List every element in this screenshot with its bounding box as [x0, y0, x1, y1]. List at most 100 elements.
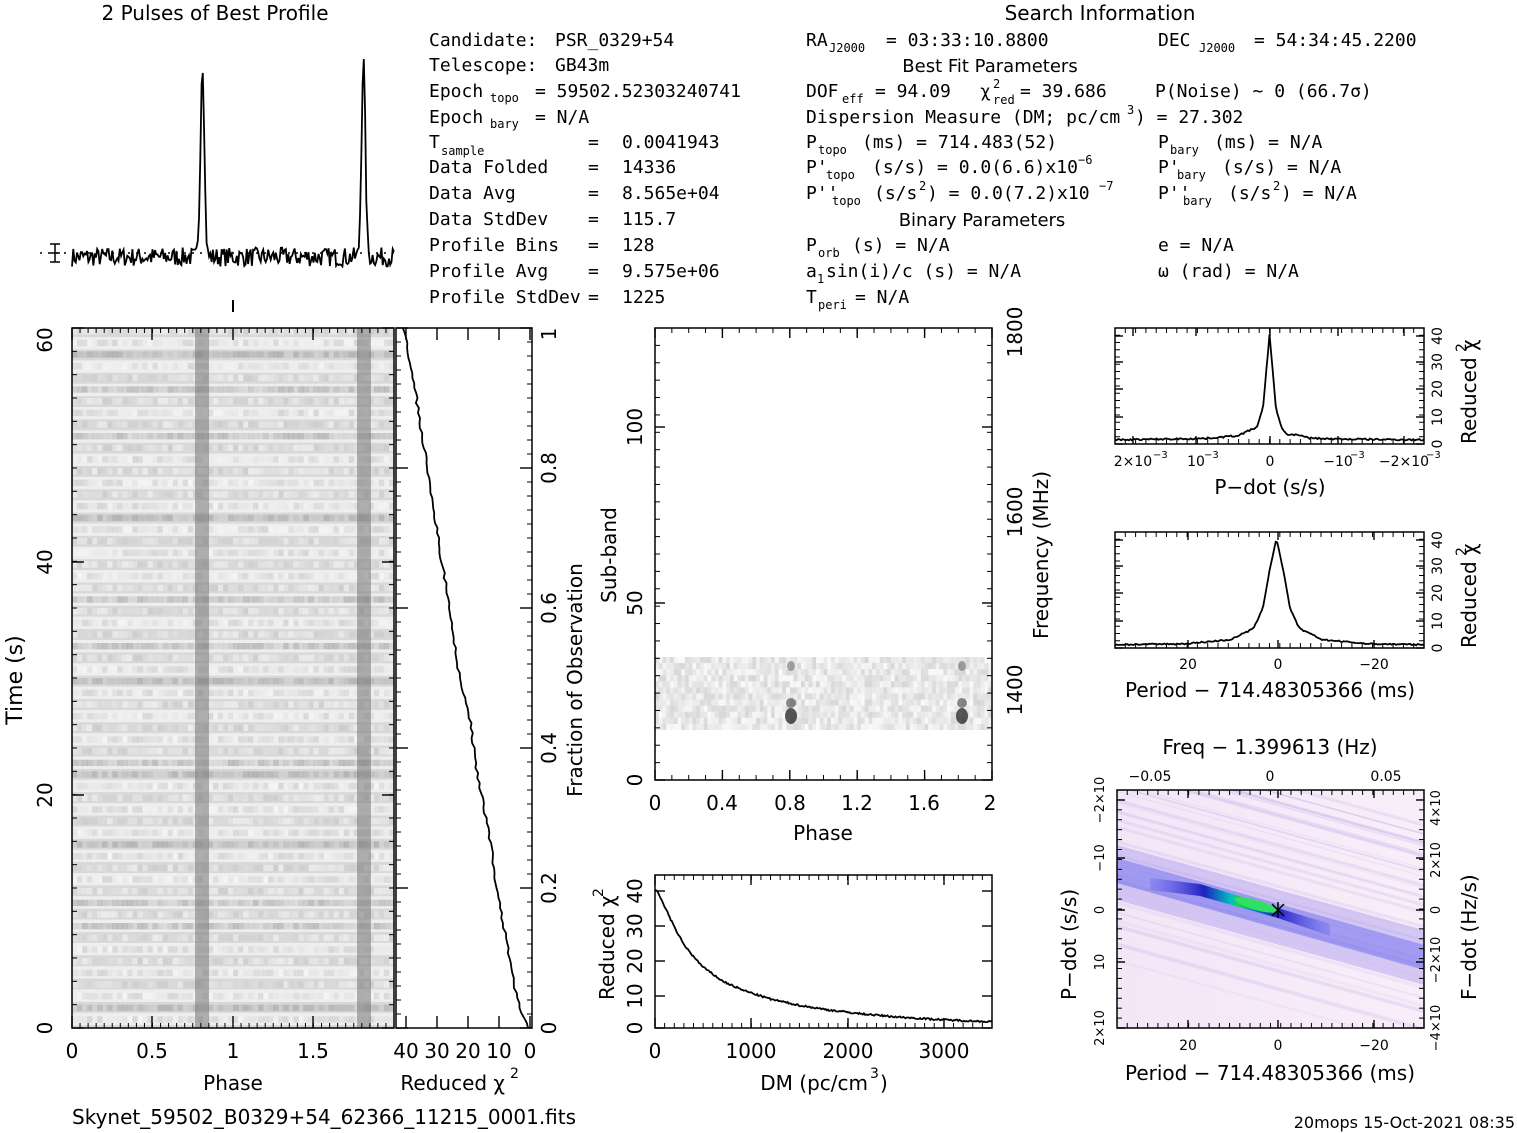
subband-cell: [980, 663, 985, 670]
time-phase-cell: [97, 958, 103, 965]
subband-cell: [898, 693, 903, 700]
time-phase-cell: [378, 794, 385, 802]
time-phase-cell: [112, 503, 118, 510]
time-phase-cell: [152, 689, 159, 697]
time-phase-cell: [77, 888, 83, 895]
time-phase-cell: [177, 993, 184, 1000]
time-phase-cell: [389, 643, 395, 650]
time-phase-cell: [248, 934, 254, 942]
time-phase-rows: [72, 328, 395, 1023]
time-phase-cell: [182, 573, 189, 580]
time-phase-cell: [328, 503, 335, 510]
time-phase-cell: [288, 561, 294, 568]
subband-cell: [797, 675, 802, 682]
time-phase-cell: [187, 806, 194, 813]
time-phase-cell: [217, 993, 224, 1000]
time-phase-cell: [122, 934, 128, 942]
time-phase-cell: [258, 538, 264, 545]
time-phase-cell: [147, 561, 154, 568]
time-phase-cell: [167, 398, 174, 405]
time-phase-cell: [127, 573, 133, 580]
time-phase-cell: [383, 619, 390, 627]
time-phase-cell: [167, 1016, 174, 1023]
time-phase-cell: [238, 514, 244, 522]
subband-cell: [744, 681, 750, 688]
time-phase-cell: [328, 1004, 335, 1012]
time-phase-cell: [298, 328, 304, 335]
subband-cell: [812, 693, 817, 700]
time-phase-cell: [348, 759, 355, 767]
time-phase-cell: [132, 923, 138, 930]
time-phase-cell: [187, 456, 194, 463]
time-phase-cell: [102, 899, 108, 907]
time-phase-cell: [152, 339, 159, 347]
time-phase-cell: [132, 911, 138, 918]
time-phase-cell: [318, 526, 325, 533]
time-phase-cell: [132, 958, 138, 965]
time-phase-cell: [72, 794, 78, 802]
time-phase-cell: [288, 1004, 294, 1012]
subband-cell: [801, 663, 806, 670]
subband-cell: [928, 687, 933, 694]
time-phase-cell: [107, 806, 113, 813]
time-phase-cell: [278, 549, 284, 557]
time-phase-cell: [107, 666, 113, 673]
time-phase-cell: [318, 993, 325, 1000]
subband-cell: [662, 693, 667, 700]
time-phase-cell: [107, 864, 113, 872]
time-phase-cell: [318, 911, 325, 918]
subband-cell: [722, 669, 727, 676]
time-phase-cell: [353, 619, 360, 627]
time-phase-cell: [92, 433, 98, 440]
time-phase-cell: [258, 806, 264, 813]
time-phase-cell: [228, 981, 234, 988]
time-phase-cell: [122, 969, 128, 977]
subband-cell: [737, 693, 742, 700]
time-phase-cell: [298, 596, 304, 603]
time-phase-cell: [233, 631, 239, 638]
time-phase-cell: [217, 573, 224, 580]
subband-cell: [763, 681, 768, 688]
time-phase-cell: [207, 923, 214, 930]
chi-value: = 39.686: [1020, 81, 1107, 102]
subband-cell: [741, 669, 746, 676]
time-phase-cell: [368, 409, 375, 417]
subband-cell: [658, 663, 663, 670]
time-phase-cell: [343, 934, 350, 942]
subband-cell: [793, 693, 798, 700]
time-phase-cell: [288, 993, 294, 1000]
time-phase-cell: [127, 678, 133, 685]
time-phase-cell: [167, 549, 174, 557]
time-phase-cell: [318, 864, 325, 872]
time-phase-cell: [107, 538, 113, 545]
time-phase-cell: [167, 969, 174, 977]
time-phase-cell: [72, 689, 78, 697]
time-phase-cell: [243, 678, 249, 685]
time-phase-cell: [373, 514, 380, 522]
time-phase-cell: [132, 351, 138, 358]
subband-cell: [816, 675, 821, 682]
time-phase-cell: [353, 538, 360, 545]
time-phase-cell: [77, 748, 83, 755]
time-phase-cell: [182, 503, 189, 510]
subband-cell: [823, 663, 828, 670]
subband-cell: [969, 675, 974, 682]
subband-cell: [962, 657, 967, 664]
time-phase-cell: [248, 643, 254, 650]
time-phase-cell: [147, 631, 154, 638]
time-phase-cell: [72, 526, 78, 533]
time-phase-cell: [303, 806, 309, 813]
time-phase-cell: [97, 619, 103, 627]
time-phase-cell: [308, 351, 315, 358]
time-phase-cell: [112, 374, 118, 382]
subband-cell: [767, 699, 772, 706]
time-phase-cell: [147, 1004, 154, 1012]
time-phase-cell: [82, 351, 88, 358]
time-phase-cell: [233, 993, 239, 1000]
time-phase-cell: [87, 724, 93, 732]
time-phase-cell: [253, 678, 259, 685]
time-phase-cell: [172, 503, 179, 510]
time-phase-cell: [323, 654, 330, 662]
time-phase-cell: [353, 864, 360, 872]
time-phase-cell: [167, 433, 174, 440]
